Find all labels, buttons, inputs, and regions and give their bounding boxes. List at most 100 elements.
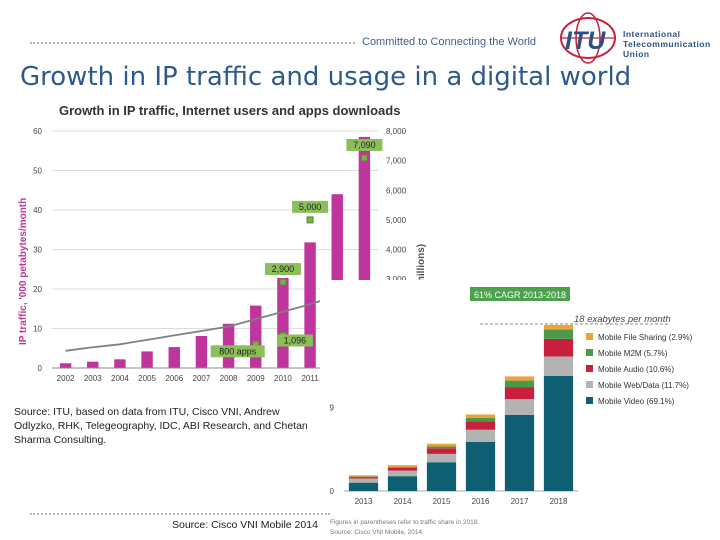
mobile-legend: Mobile File Sharing (2.9%) Mobile M2M (5.… — [586, 333, 693, 406]
stack-segment — [504, 380, 535, 388]
stack-segment — [387, 465, 418, 467]
legend-swatch — [586, 381, 593, 388]
stack-segment — [426, 453, 457, 463]
y-tick-label: 60 — [33, 127, 42, 136]
y-tick-label: 50 — [33, 167, 42, 176]
cagr-banner — [470, 287, 570, 301]
label-box — [346, 138, 383, 151]
bar — [141, 351, 153, 368]
bar — [250, 305, 262, 368]
stack-segment — [543, 356, 574, 376]
x-tick-label: 2016 — [472, 497, 490, 506]
data-label: 1,096 — [284, 336, 307, 346]
stack-segment — [426, 448, 457, 454]
stack-segment — [504, 376, 535, 381]
bar — [59, 363, 72, 368]
logo-line-3: Union — [623, 49, 650, 59]
itu-logo: ITU International Telecommunication Unio… — [555, 8, 720, 66]
legend-label: Mobile M2M (5.7%) — [598, 349, 668, 358]
y-axis-label: IP traffic, '000 petabytes/month — [18, 198, 29, 345]
legend-swatch — [586, 333, 593, 340]
itu-mark: ITU — [565, 27, 606, 55]
x-tick-label: 2009 — [247, 374, 265, 383]
x-tick-label: 2017 — [511, 497, 529, 506]
stack-segment — [348, 477, 379, 479]
stack-segment — [465, 414, 496, 418]
y2-tick-label: 7,000 — [386, 157, 407, 166]
y2-tick-label: 5,000 — [386, 216, 407, 225]
stack-segment — [348, 475, 379, 477]
chart-title: Growth in IP traffic, Internet users and… — [59, 103, 400, 118]
bar — [114, 359, 126, 368]
x-tick-label: 2006 — [165, 374, 183, 383]
users-line-path — [65, 287, 365, 352]
annotations: 7,090 5,000 2,900 1,096 800 apps — [210, 138, 383, 358]
source-note-left: Source: ITU, based on data from ITU, Cis… — [14, 406, 308, 446]
y-tick-label: 9 — [330, 404, 335, 413]
stack-segment — [465, 441, 496, 491]
stack-segment — [387, 476, 418, 491]
stack-segment — [543, 324, 574, 330]
mobile-traffic-chart: 61% CAGR 2013-2018 18 exabytes per month… — [320, 280, 720, 540]
y2-tick-label: 4,000 — [386, 246, 407, 255]
x-tick-label: 2003 — [84, 374, 102, 383]
legend-swatch — [586, 365, 593, 372]
mobile-source: Source: Cisco VNI Mobile, 2014 — [330, 529, 423, 536]
stack-segment — [465, 429, 496, 442]
label-box — [264, 263, 301, 276]
mobile-footnote: Figures in parentheses refer to traffic … — [330, 519, 479, 526]
source-note-bottom: Source: Cisco VNI Mobile 2014 — [172, 519, 318, 531]
stack-segment — [426, 443, 457, 447]
x-tick-label: 2008 — [220, 374, 238, 383]
bar — [358, 136, 371, 368]
exabytes-note: 18 exabytes per month — [574, 314, 671, 325]
x-tick-label: 2010 — [274, 374, 292, 383]
y2-tick-label: 8,000 — [386, 127, 407, 136]
y-tick-label: 30 — [33, 246, 42, 255]
mobile-axis: 0 9 2013 2014 2015 2016 2017 2018 — [330, 404, 578, 506]
label-box — [292, 200, 329, 213]
y-tick-label: 40 — [33, 206, 42, 215]
top-dotted-rule — [30, 42, 355, 44]
x-tick-label: 2011 — [301, 374, 319, 383]
bar — [277, 277, 289, 368]
legend-label: Mobile Video (69.1%) — [598, 397, 675, 406]
y-tick-label: 0 — [38, 364, 43, 373]
page-title: Growth in IP traffic and usage in a digi… — [20, 62, 632, 92]
data-label: 800 apps — [219, 346, 257, 356]
tagline: Committed to Connecting the World — [362, 36, 537, 48]
x-tick-label: 2018 — [550, 497, 568, 506]
legend-swatch — [586, 349, 593, 356]
legend-label: Mobile File Sharing (2.9%) — [598, 333, 693, 342]
label-box — [276, 334, 313, 347]
stack-segment — [465, 421, 496, 430]
x-tick-label: 2002 — [57, 374, 75, 383]
stack-segment — [348, 482, 379, 491]
marker — [306, 216, 314, 224]
stack-segment — [387, 467, 418, 471]
marker — [360, 154, 368, 162]
data-label: 7,090 — [353, 140, 376, 150]
bar — [168, 347, 180, 368]
bar — [195, 336, 208, 368]
data-label: 5,000 — [299, 202, 322, 212]
stack-segment — [387, 466, 418, 468]
x-tick-label: 2013 — [355, 497, 373, 506]
marker — [279, 278, 287, 286]
mobile-bars — [348, 324, 574, 491]
y-tick-label: 0 — [330, 487, 335, 496]
stack-segment — [504, 387, 535, 400]
cagr-banner-text: 61% CAGR 2013-2018 — [474, 290, 566, 300]
stack-segment — [348, 478, 379, 483]
x-tick-label: 2004 — [111, 374, 129, 383]
x-tick-label: 2014 — [394, 497, 412, 506]
y-tick-label: 10 — [33, 325, 42, 334]
itu-globe-icon: ITU — [560, 12, 616, 64]
stack-segment — [504, 399, 535, 415]
stack-segment — [543, 338, 574, 357]
stack-segment — [504, 414, 535, 491]
data-label: 2,900 — [272, 264, 295, 274]
stack-segment — [426, 462, 457, 491]
y2-tick-label: 6,000 — [386, 186, 407, 195]
legend-swatch — [586, 397, 593, 404]
